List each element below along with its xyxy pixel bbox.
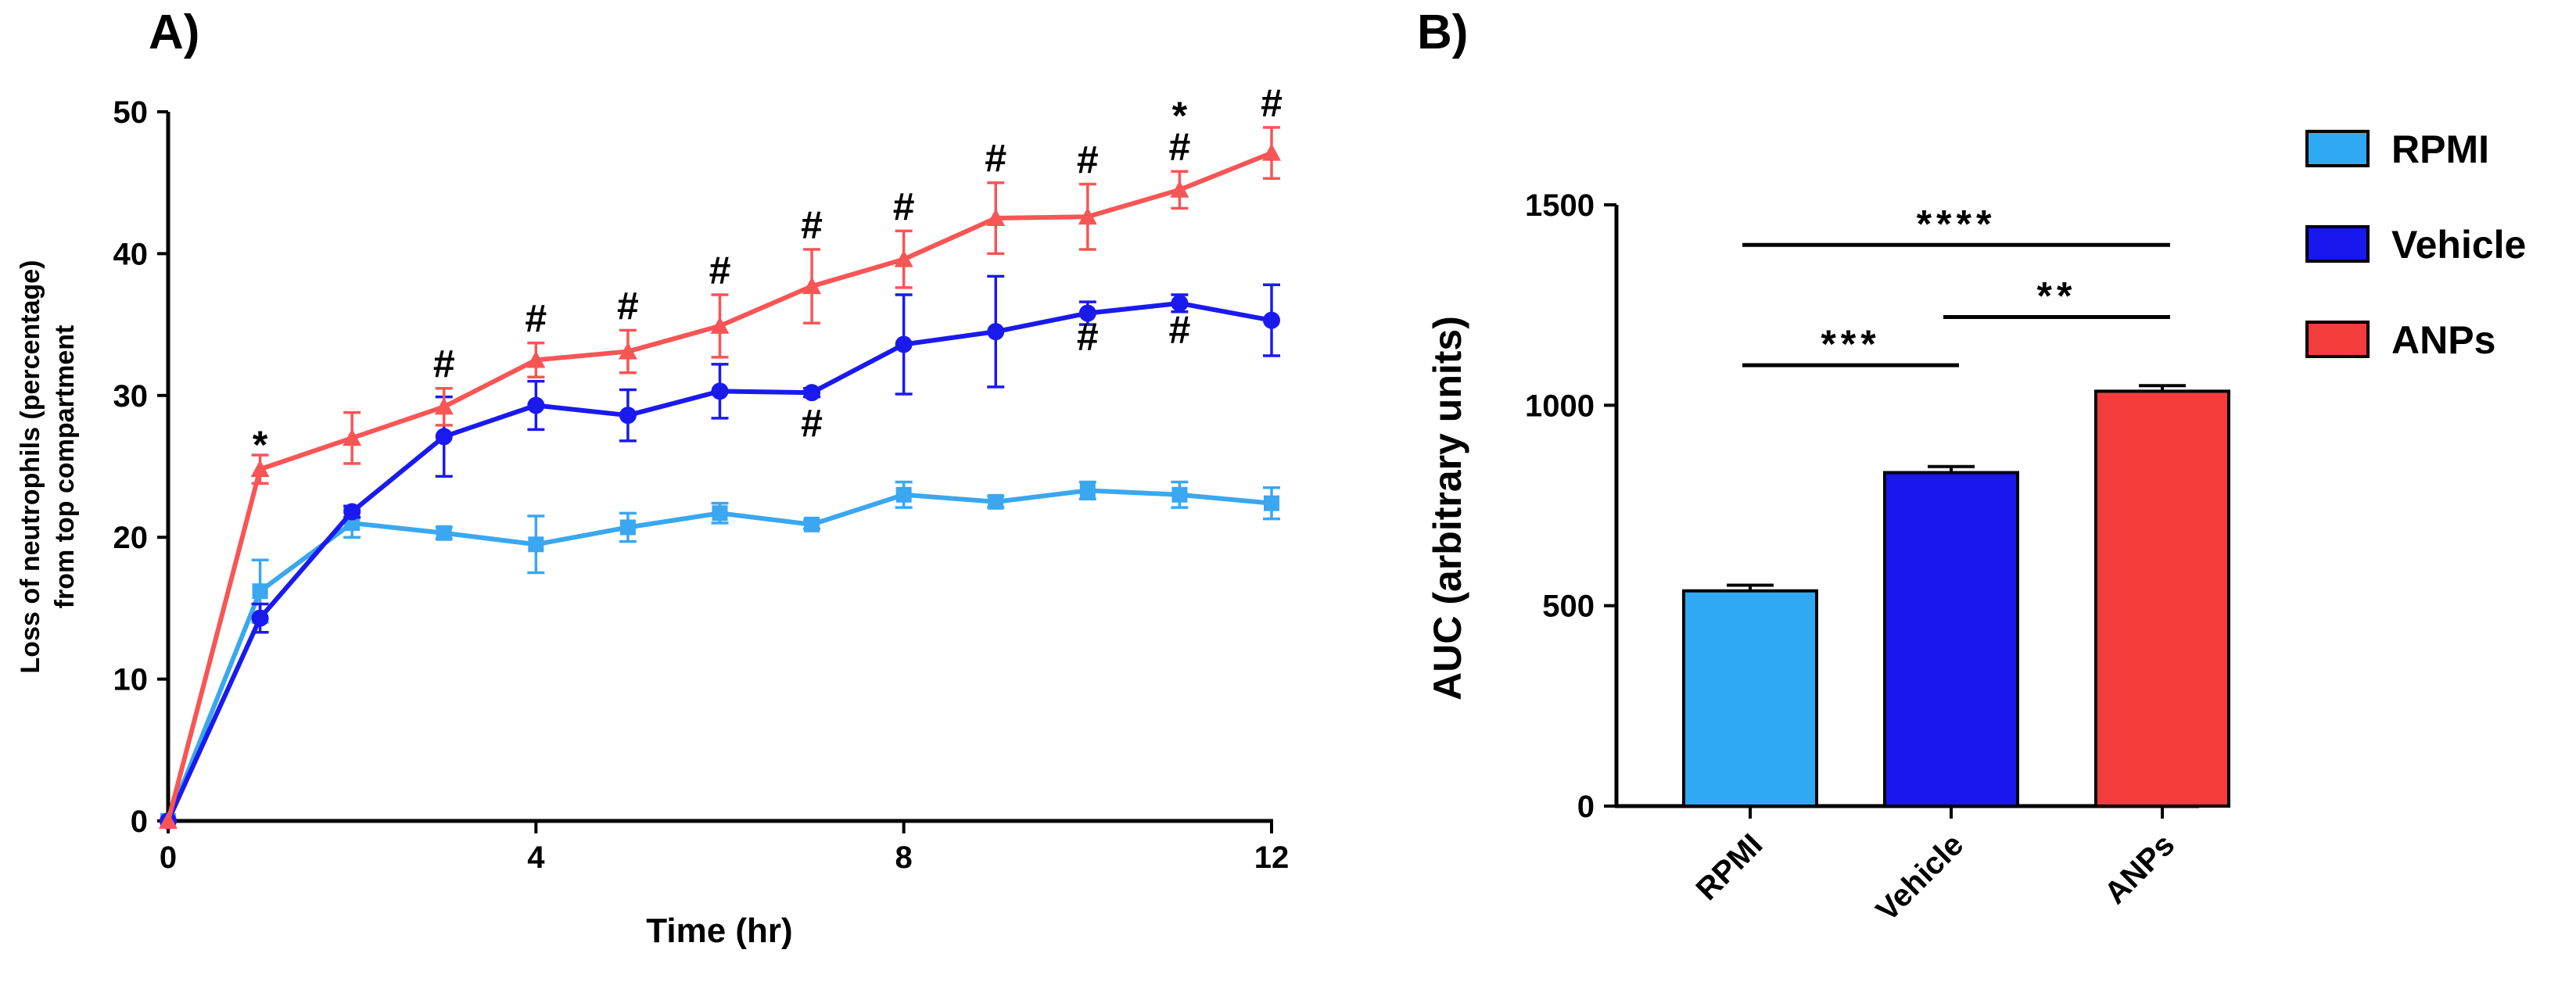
panel-a-x-title: Time (hr): [646, 912, 792, 950]
anps-point: [710, 316, 730, 334]
anps-point: [986, 209, 1006, 227]
panel-b-y-tick-label: 1500: [1525, 188, 1595, 223]
anps-point: [434, 397, 454, 415]
panel-b-y-tick-label: 1000: [1525, 389, 1595, 423]
panel-a-significance-mark: #: [893, 185, 915, 228]
panel-a-y-tick-label: 50: [113, 95, 149, 130]
significance-label: ***: [1821, 322, 1880, 366]
rpmi-point: [988, 493, 1004, 510]
panel-b-y-tick-label: 0: [1577, 790, 1595, 824]
panel-a-significance-mark: #: [1169, 308, 1191, 352]
panel-a-significance-mark: #: [709, 249, 731, 292]
anps-point: [1078, 207, 1097, 225]
panel-a-x-tick-label: 12: [1254, 840, 1290, 875]
vehicle-point: [895, 335, 913, 353]
bar-anps: [2094, 389, 2230, 808]
rpmi-point: [1171, 486, 1188, 503]
legend-label-vehicle: Vehicle: [2391, 223, 2526, 267]
panel-b-x-tick-label: RPMI: [1690, 827, 1770, 907]
panel-b-x-tick-label: Vehicle: [1870, 827, 1971, 928]
panel-b-y-tick-label: 500: [1542, 590, 1595, 624]
series-anps: [159, 126, 1281, 829]
vehicle-point: [435, 428, 453, 446]
anps-point: [618, 342, 637, 360]
panel-a-y-title: Loss of neutrophils (percentage) from to…: [16, 260, 80, 674]
legend-swatch-vehicle: [2305, 225, 2370, 263]
bar-rpmi-error-bar: [1727, 583, 1774, 591]
panel-a-x-tick-label: 8: [895, 840, 913, 875]
legend-swatch-rpmi: [2305, 130, 2370, 167]
legend-label-rpmi: RPMI: [2391, 127, 2489, 171]
anps-point: [526, 350, 546, 368]
panel-a-significance-mark: *: [253, 423, 268, 467]
bar-vehicle: [1883, 471, 2019, 808]
panel-a-y-title-line2: from top compartment: [50, 325, 80, 609]
vehicle-point: [1171, 294, 1189, 312]
anps-point: [1170, 180, 1189, 198]
panel-a-x-tick-label: 4: [527, 840, 545, 875]
vehicle-point: [251, 609, 269, 627]
panel-b-label: B): [1417, 5, 1468, 59]
vehicle-point: [1078, 304, 1096, 322]
anps-point: [159, 812, 178, 829]
rpmi-point: [712, 505, 728, 521]
rpmi-point: [895, 486, 912, 503]
panel-a-label: A): [149, 5, 199, 59]
rpmi-point: [1079, 482, 1096, 499]
significance-label: ****: [1917, 202, 1997, 246]
anps-point: [894, 249, 913, 267]
panel-a-significance-mark: #: [617, 284, 639, 328]
vehicle-point: [711, 382, 729, 400]
rpmi-line: [166, 488, 1272, 823]
panel-b-y-title: AUC (arbitrary units): [1426, 316, 1469, 701]
panel-a-y-tick-label: 10: [113, 663, 149, 697]
rpmi-point: [528, 536, 544, 553]
legend-label-anps: ANPs: [2391, 318, 2495, 362]
vehicle-point: [619, 407, 637, 425]
panel-a-significance-mark: #: [801, 203, 823, 247]
series-vehicle: [160, 274, 1280, 830]
panel-a-y-tick-label: 40: [113, 237, 149, 271]
rpmi-point: [619, 519, 636, 536]
anps-point: [1262, 143, 1281, 161]
anps-point: [343, 428, 362, 446]
series-rpmi: [160, 480, 1280, 829]
panel-a-significance-mark: #: [801, 402, 823, 446]
panel-a-significance-mark: #: [985, 137, 1006, 181]
panel-a-y-tick-label: 0: [131, 805, 148, 839]
vehicle-point: [803, 384, 821, 402]
bar-rpmi: [1682, 589, 1818, 808]
vehicle-point: [343, 503, 361, 521]
panel-a-significance-mark: #: [1261, 81, 1283, 125]
vehicle-point: [527, 396, 545, 414]
vehicle-point: [1263, 311, 1280, 329]
panel-a-y-tick-label: 20: [113, 521, 149, 555]
panel-a-significance-mark: #: [433, 342, 455, 386]
panel-a-significance-mark: #: [1077, 138, 1099, 182]
panel-a-y-title-line1: Loss of neutrophils (percentage): [16, 260, 45, 674]
panel-a-x-tick-label: 0: [160, 840, 177, 875]
rpmi-point: [436, 525, 452, 541]
panel-a-significance-mark: #: [525, 297, 547, 341]
panel-a-y-tick-label: 30: [113, 379, 149, 414]
bar-anps-error-bar: [2139, 384, 2186, 392]
bar-vehicle-error-bar: [1928, 464, 1975, 473]
panel-b-x-tick-label: ANPs: [2098, 827, 2182, 911]
anps-point: [250, 460, 270, 478]
panel-a-significance-mark: #: [1169, 125, 1191, 169]
rpmi-point: [1264, 495, 1279, 511]
significance-label: **: [2037, 274, 2077, 318]
panel-a-significance-mark: #: [1077, 315, 1099, 359]
vehicle-point: [987, 323, 1005, 341]
legend-swatch-anps: [2305, 321, 2370, 358]
rpmi-point: [804, 516, 820, 532]
panel-a-significance-mark: *: [1172, 94, 1188, 138]
anps-point: [802, 277, 822, 295]
rpmi-point: [252, 583, 268, 600]
